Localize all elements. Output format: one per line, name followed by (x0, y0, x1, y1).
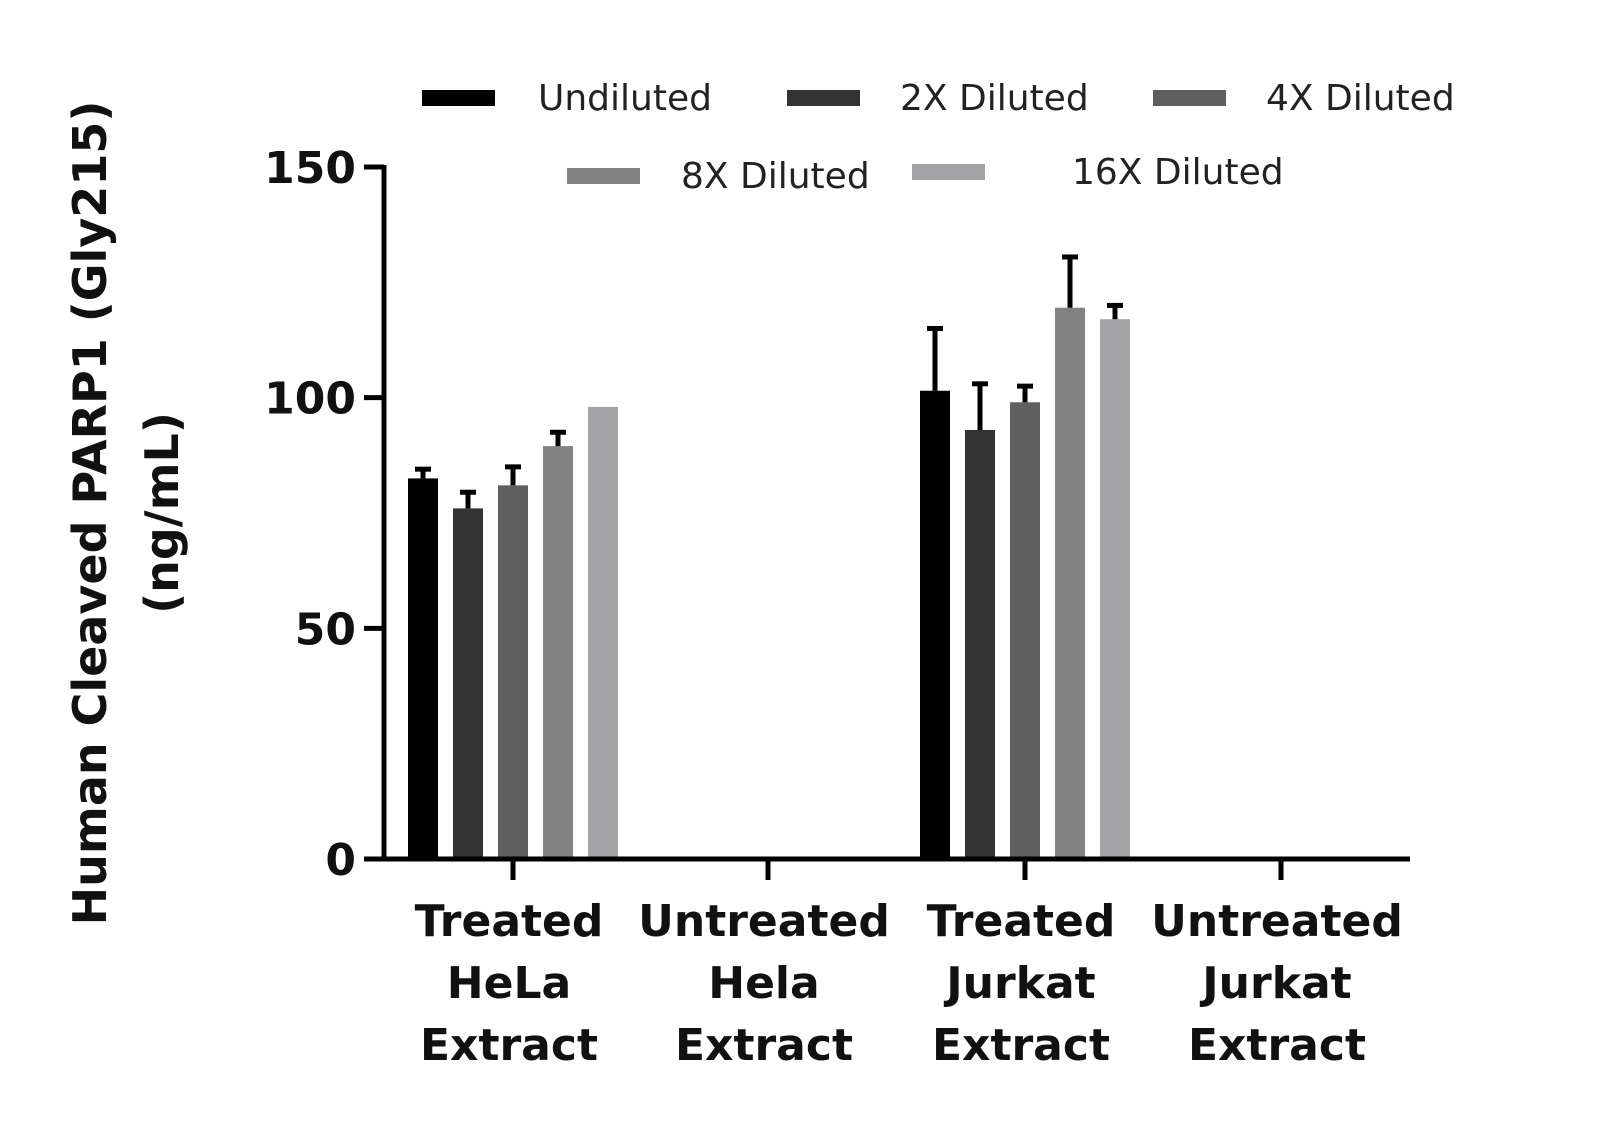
legend-label: 4X Diluted (1266, 78, 1455, 119)
bar (965, 429, 995, 859)
legend-label: Undiluted (538, 78, 712, 119)
bar (1010, 402, 1040, 859)
bar (920, 390, 950, 859)
y-axis-title-line: (ng/mL) (135, 412, 189, 614)
x-category-label: Hela (708, 958, 819, 1009)
legend-swatch (912, 164, 985, 180)
y-axis-ticks: 0 50 100 150 (264, 143, 384, 886)
y-tick-label: 150 (264, 143, 356, 194)
x-category-label: Extract (932, 1020, 1110, 1071)
legend-swatch (422, 90, 495, 106)
legend: Undiluted 2X Diluted 4X Diluted 8X Diluted 1… (422, 78, 1455, 197)
x-category-label: HeLa (447, 958, 571, 1009)
bar (588, 406, 618, 859)
bar (498, 485, 528, 859)
x-category-label: Extract (420, 1020, 598, 1071)
legend-swatch (787, 90, 860, 106)
x-axis-categories: Treated HeLa Extract Untreated Hela Extract Tr… (415, 859, 1403, 1071)
bar (453, 508, 483, 859)
bar (408, 478, 438, 859)
legend-swatch (567, 168, 640, 184)
x-category-label: Extract (675, 1020, 853, 1071)
y-tick-label: 0 (325, 835, 356, 886)
x-category-label: Jurkat (1199, 958, 1351, 1009)
x-category-label: Jurkat (943, 958, 1095, 1009)
y-tick-label: 100 (264, 374, 356, 425)
bar (1055, 307, 1085, 859)
y-tick-label: 50 (295, 604, 356, 655)
x-category-label: Extract (1188, 1020, 1366, 1071)
legend-label: 2X Diluted (900, 78, 1089, 119)
legend-label: 16X Diluted (1072, 152, 1284, 193)
bar (543, 446, 573, 859)
bar (1100, 319, 1130, 859)
bars (408, 254, 1130, 859)
x-category-label: Treated (415, 896, 604, 947)
y-axis-title-line: Human Cleaved PARP1 (Gly215) (63, 101, 117, 926)
y-axis-title: Human Cleaved PARP1 (Gly215) (ng/mL) (63, 101, 189, 926)
x-category-label: Untreated (638, 896, 890, 947)
x-category-label: Untreated (1151, 896, 1403, 947)
legend-swatch (1153, 90, 1226, 106)
legend-label: 8X Diluted (681, 156, 870, 197)
axes (381, 165, 1410, 862)
x-category-label: Treated (927, 896, 1116, 947)
